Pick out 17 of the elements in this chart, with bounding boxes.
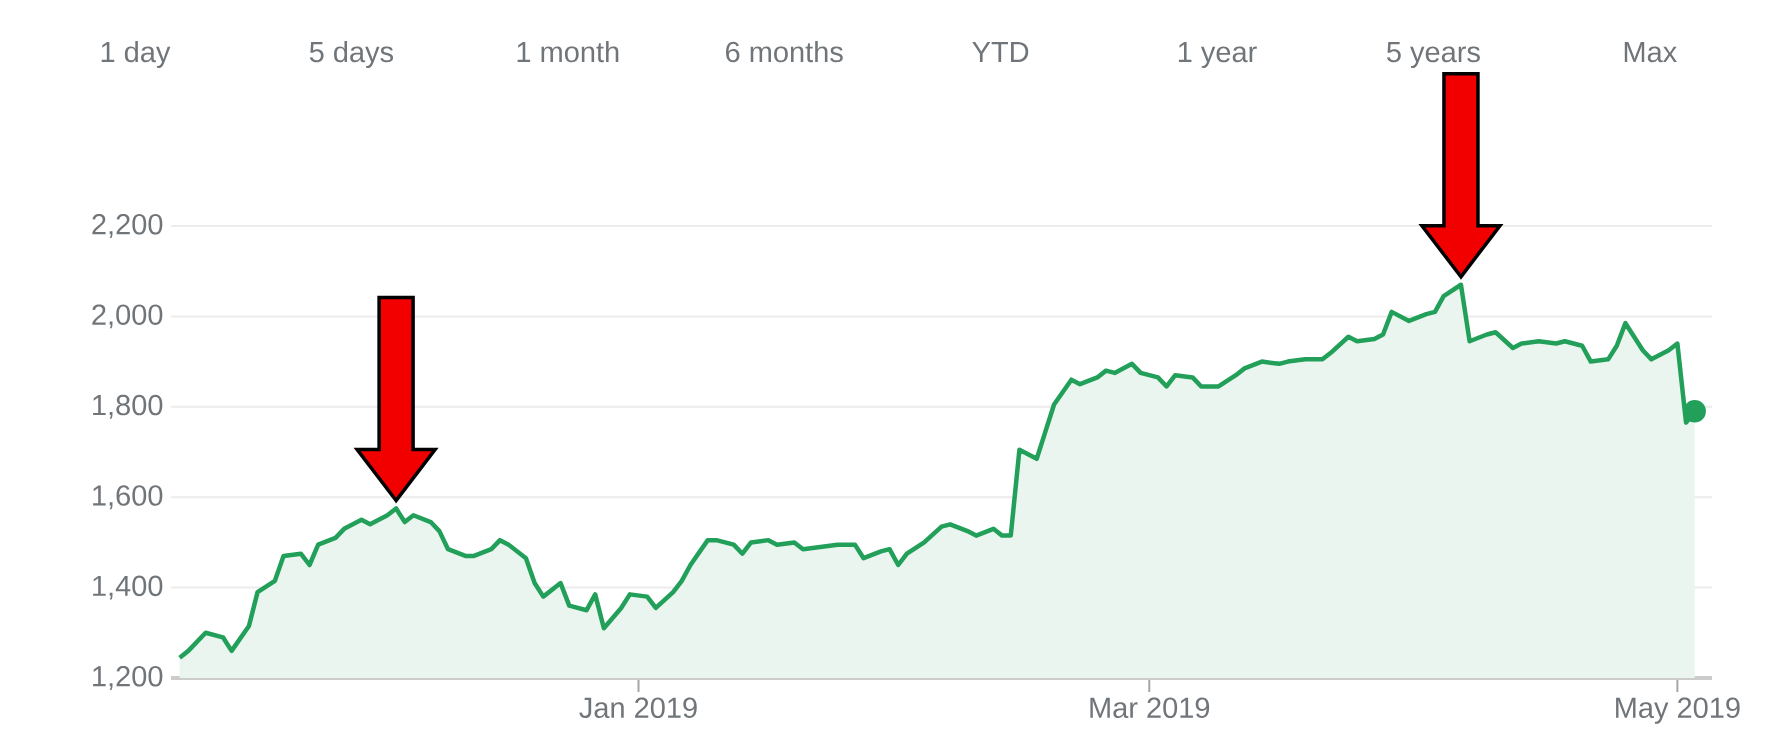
- text: 1 day: [101, 40, 171, 69]
- text: 6 months: [726, 40, 843, 63]
- text: 1 year: [1178, 42, 1257, 69]
- text: 1 month: [517, 40, 619, 63]
- y-tick-label: 2,200: [92, 214, 163, 238]
- y-tick-label: 2,000: [92, 304, 163, 329]
- text: 5 days: [309, 40, 394, 69]
- y-tick-label: 1,200: [93, 666, 163, 690]
- text: Max: [1624, 42, 1677, 63]
- y-tick-label: 1,400: [93, 575, 163, 600]
- text: 5 years: [1387, 42, 1480, 69]
- y-tick-label: 1,600: [93, 485, 163, 510]
- x-tick-label: Jan 2019: [579, 697, 697, 719]
- x-tick-label: Mar 2019: [1090, 697, 1210, 719]
- text: YTD: [972, 42, 1029, 62]
- x-tick-label: May 2019: [1616, 697, 1740, 724]
- y-tick-label: 1,800: [93, 394, 163, 419]
